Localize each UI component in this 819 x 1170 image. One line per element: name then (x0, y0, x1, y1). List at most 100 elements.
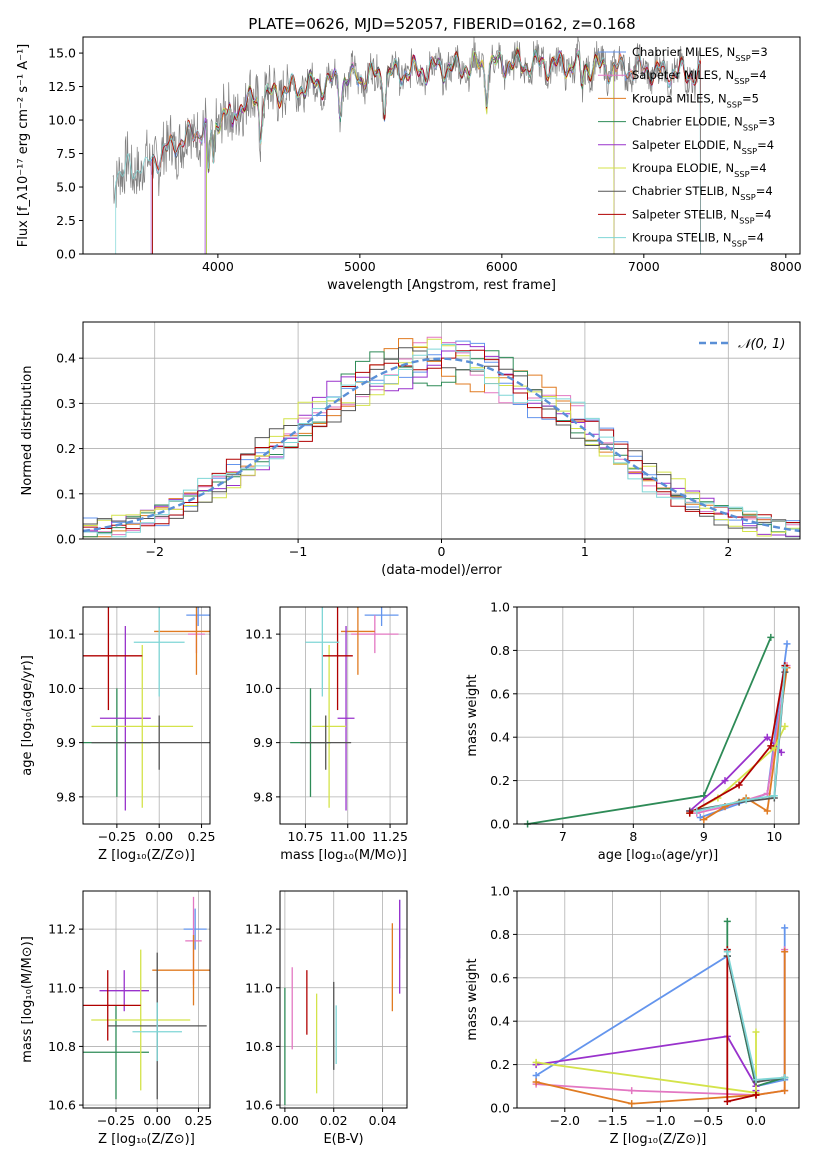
weight-marker (767, 633, 775, 641)
x-axis-label: Z [log₁₀(Z/Z⊙)] (98, 1132, 195, 1147)
x-tick-label: 2 (724, 544, 732, 559)
legend-entry: Salpeter MILES, NSSP=4 (632, 68, 767, 86)
weight-marker (763, 733, 771, 741)
y-tick-label: 0.1 (56, 486, 76, 501)
x-tick-label: 0.25 (185, 1113, 213, 1128)
model-spectrum-Chabrier_STELIB (152, 47, 701, 254)
y-tick-label: 7.5 (56, 146, 76, 161)
x-tick-label: 8 (629, 829, 637, 844)
x-tick-label: 8000 (770, 259, 802, 274)
x-tick-label: −1.5 (597, 1113, 627, 1128)
x-tick-label: −0.5 (693, 1113, 723, 1128)
weight-marker (723, 948, 731, 956)
y-tick-label: 0.4 (490, 730, 510, 745)
x-tick-label: −1.0 (645, 1113, 675, 1128)
weight-marker (767, 742, 775, 750)
y-tick-label: 9.9 (56, 735, 76, 750)
axes-frame (82, 36, 801, 255)
weight-line-Chabrier_ELODIE (527, 637, 772, 825)
weight-line-Kroupa_STELIB (696, 667, 786, 812)
histogram-Salpeter_STELIB (83, 349, 800, 530)
y-axis-label: Flux [f_λ10⁻¹⁷ erg cm⁻² s⁻¹ A⁻¹] (16, 44, 31, 248)
weight-marker (696, 813, 704, 821)
legend-entry: 𝒩(0, 1) (738, 337, 785, 352)
x-tick-label: 7 (559, 829, 567, 844)
y-tick-label: 0.6 (490, 686, 510, 701)
x-axis-label: Z [log₁₀(Z/Z⊙)] (610, 1132, 707, 1147)
chart-mass_vs_ebv: 0.00 0.02 0.04 10.6 10.8 11.0 11.2 E(B-V) (245, 890, 408, 1147)
y-tick-label: 0.4 (56, 351, 76, 366)
x-axis-label: mass [log₁₀(M/M⊙)] (280, 848, 407, 863)
y-tick-label: 0.0 (490, 1101, 510, 1116)
x-tick-label: 10.75 (288, 829, 324, 844)
y-tick-label: 10.0 (48, 113, 76, 128)
weight-line-Salpeter_MILES (696, 665, 788, 814)
y-axis-label: Normed distribution (20, 366, 35, 496)
x-axis-label: age [log₁₀(age/yr)] (598, 848, 719, 863)
weight-marker (532, 1078, 540, 1086)
x-tick-label: 0.00 (143, 1113, 171, 1128)
axes-frame (279, 606, 408, 825)
weight-marker (752, 1028, 760, 1036)
y-tick-label: 2.5 (56, 213, 76, 228)
legend-entry: Kroupa MILES, NSSP=5 (632, 91, 759, 109)
y-tick-label: 0.0 (490, 817, 510, 832)
y-tick-label: 12.5 (48, 79, 76, 94)
weight-marker (781, 1087, 789, 1095)
y-tick-label: 0.3 (56, 396, 76, 411)
legend-entry: Salpeter STELIB, NSSP=4 (632, 207, 772, 225)
y-axis-label: mass [log₁₀(M/M⊙)] (20, 936, 35, 1063)
axes-frame (516, 606, 800, 825)
x-tick-label: −2.0 (550, 1113, 580, 1128)
y-tick-label: 0.6 (490, 970, 510, 985)
x-tick-label: 0 (438, 544, 446, 559)
legend-entry: Chabrier STELIB, NSSP=4 (632, 184, 773, 202)
x-tick-label: −0.25 (98, 829, 136, 844)
x-tick-label: 0.00 (271, 1113, 299, 1128)
observed-spectrum (112, 37, 701, 208)
y-tick-label: 0.2 (490, 1057, 510, 1072)
weight-marker (723, 1097, 731, 1105)
x-tick-label: 7000 (628, 259, 660, 274)
weight-marker (742, 796, 750, 804)
weight-marker (763, 807, 771, 815)
x-tick-label: 6000 (486, 259, 518, 274)
y-tick-label: 9.8 (253, 789, 273, 804)
x-tick-label: −2 (145, 544, 163, 559)
chart-mass_weight_vs_age: 7 8 9 10 0.0 0.2 0.4 0.6 0.8 1.0 age [log₁₀(age/yr… (465, 600, 800, 863)
model-spectrum-Kroupa_STELIB (115, 49, 701, 254)
legend-entry: Chabrier ELODIE, NSSP=3 (632, 115, 775, 133)
weight-marker (721, 777, 729, 785)
x-tick-label: 0.0 (746, 1113, 766, 1128)
weight-marker (781, 948, 789, 956)
y-tick-label: 0.4 (490, 1014, 510, 1029)
weight-marker (723, 917, 731, 925)
y-tick-label: 0.0 (56, 247, 76, 262)
weight-marker (628, 1100, 636, 1108)
y-tick-label: 0.0 (56, 532, 76, 547)
x-tick-label: 0.25 (188, 829, 216, 844)
axes-frame (82, 606, 211, 825)
y-tick-label: 9.9 (253, 735, 273, 750)
legend-entry: Chabrier MILES, NSSP=3 (632, 45, 768, 63)
x-tick-label: 5000 (344, 259, 376, 274)
weight-line-Kroupa_ELODIE (535, 1032, 757, 1094)
x-tick-label: 9 (700, 829, 708, 844)
x-tick-label: −0.25 (97, 1113, 135, 1128)
weight-marker (752, 1091, 760, 1099)
x-tick-label: 11.25 (372, 829, 408, 844)
weight-marker (781, 1074, 789, 1082)
weight-marker (781, 664, 789, 672)
weight-marker (700, 816, 708, 824)
y-tick-label: 10.6 (245, 1098, 273, 1113)
figure-title: PLATE=0626, MJD=52057, FIBERID=0162, z=0… (248, 15, 635, 33)
y-tick-label: 10.8 (48, 1039, 76, 1054)
y-tick-label: 9.8 (56, 789, 76, 804)
normal-curve (82, 357, 801, 533)
weight-marker (781, 722, 789, 730)
chart-age_vs_mass: 10.75 11.00 11.25 9.8 9.9 10.0 10.1 mass [log₁₀… (245, 606, 408, 863)
y-tick-label: 10.0 (48, 681, 76, 696)
weight-marker (693, 807, 701, 815)
chart-mass_weight_vs_Z: −2.0 −1.5 −1.0 −0.5 0.0 0.0 0.2 0.4 0.6 0.8 1.0 Z [… (465, 884, 800, 1147)
x-axis-label: Z [log₁₀(Z/Z⊙)] (98, 848, 195, 863)
